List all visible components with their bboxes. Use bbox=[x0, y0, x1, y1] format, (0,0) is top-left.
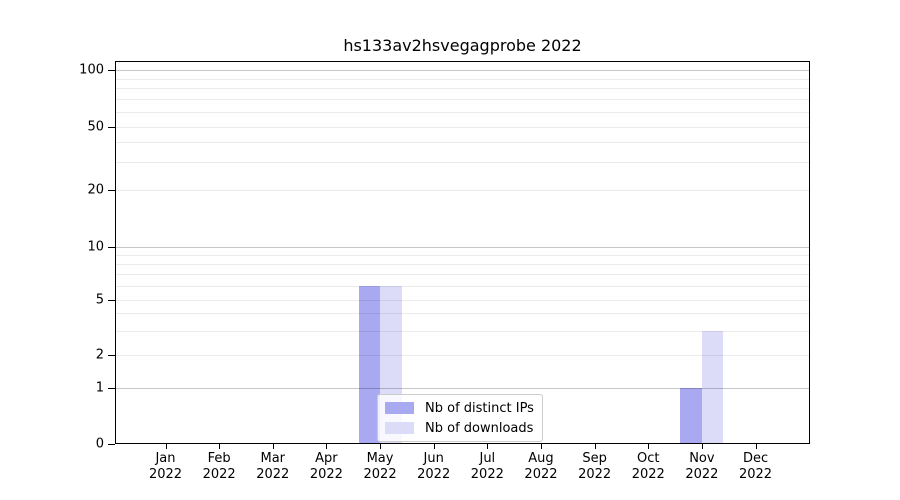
gridline-2 bbox=[116, 355, 809, 356]
y-tick-mark-10 bbox=[108, 247, 115, 248]
x-tick-mark-mar-2022 bbox=[272, 444, 274, 449]
gridline-70 bbox=[116, 99, 809, 101]
y-tick-label-100: 100 bbox=[79, 62, 104, 78]
x-tick-label-jan-2022: Jan 2022 bbox=[148, 451, 183, 482]
y-tick-mark-2 bbox=[108, 355, 115, 356]
chart-title: hs133av2hsvegagprobe 2022 bbox=[343, 36, 582, 55]
bar-distinct-ips-nov-2022 bbox=[680, 388, 702, 443]
x-tick-label-feb-2022: Feb 2022 bbox=[202, 451, 236, 482]
x-tick-label-nov-2022: Nov 2022 bbox=[685, 451, 719, 482]
y-tick-mark-100 bbox=[108, 70, 115, 71]
x-tick-label-mar-2022: Mar 2022 bbox=[256, 451, 290, 482]
x-tick-mark-apr-2022 bbox=[326, 444, 328, 449]
gridline-60 bbox=[116, 112, 809, 113]
x-tick-mark-dec-2022 bbox=[755, 444, 757, 449]
x-tick-label-dec-2022: Dec 2022 bbox=[738, 451, 773, 482]
plot-area bbox=[115, 61, 810, 444]
x-tick-label-aug-2022: Aug 2022 bbox=[524, 451, 558, 482]
x-tick-label-oct-2022: Oct 2022 bbox=[631, 451, 665, 482]
x-tick-mark-sep-2022 bbox=[594, 444, 596, 449]
x-tick-label-jul-2022: Jul 2022 bbox=[470, 451, 504, 482]
gridline-100 bbox=[116, 70, 809, 71]
gridline-90 bbox=[116, 78, 809, 80]
gridline-7 bbox=[116, 274, 809, 276]
gridline-10 bbox=[116, 247, 809, 248]
y-tick-mark-5 bbox=[108, 300, 115, 301]
x-tick-mark-oct-2022 bbox=[648, 444, 650, 449]
y-tick-mark-20 bbox=[108, 190, 115, 191]
legend-label-distinct-ips: Nb of distinct IPs bbox=[425, 400, 534, 416]
x-tick-label-sep-2022: Sep 2022 bbox=[578, 451, 612, 482]
y-tick-label-0: 0 bbox=[95, 436, 104, 451]
y-tick-label-20: 20 bbox=[87, 182, 104, 198]
x-tick-label-may-2022: May 2022 bbox=[363, 451, 397, 482]
x-tick-mark-jul-2022 bbox=[487, 444, 489, 449]
gridline-8 bbox=[116, 264, 809, 266]
y-tick-label-10: 10 bbox=[87, 239, 104, 255]
y-tick-mark-50 bbox=[108, 127, 115, 128]
y-tick-label-5: 5 bbox=[95, 292, 104, 308]
bar-downloads-nov-2022 bbox=[701, 330, 724, 443]
x-tick-mark-jan-2022 bbox=[165, 444, 167, 449]
x-tick-mark-aug-2022 bbox=[540, 444, 542, 449]
gridline-40 bbox=[116, 142, 809, 144]
x-tick-label-jun-2022: Jun 2022 bbox=[417, 451, 451, 482]
legend: Nb of distinct IPs Nb of downloads bbox=[377, 394, 543, 442]
legend-label-downloads: Nb of downloads bbox=[425, 420, 534, 436]
x-tick-mark-may-2022 bbox=[380, 444, 382, 449]
legend-swatch-distinct-ips bbox=[385, 402, 414, 414]
y-tick-mark-1 bbox=[108, 388, 115, 389]
gridline-6 bbox=[116, 286, 809, 288]
y-tick-label-50: 50 bbox=[87, 119, 104, 135]
x-tick-mark-jun-2022 bbox=[433, 444, 435, 449]
y-tick-mark-0 bbox=[108, 443, 115, 445]
gridline-20 bbox=[116, 190, 809, 191]
bar-distinct-ips-may-2022 bbox=[358, 286, 381, 443]
gridline-3 bbox=[116, 330, 809, 332]
gridline-9 bbox=[116, 255, 809, 257]
gridline-50 bbox=[116, 127, 809, 128]
gridline-4 bbox=[116, 313, 809, 315]
legend-swatch-downloads bbox=[385, 422, 414, 434]
x-tick-mark-feb-2022 bbox=[219, 444, 221, 449]
legend-item-distinct-ips: Nb of distinct IPs bbox=[385, 400, 534, 416]
gridline-80 bbox=[116, 88, 809, 90]
y-tick-label-2: 2 bbox=[95, 347, 104, 363]
gridline-30 bbox=[116, 162, 809, 164]
gridline-1 bbox=[116, 388, 809, 389]
legend-item-downloads: Nb of downloads bbox=[385, 420, 534, 436]
gridline-5 bbox=[116, 300, 809, 301]
x-tick-mark-nov-2022 bbox=[701, 444, 703, 449]
y-tick-label-1: 1 bbox=[95, 380, 104, 396]
x-tick-label-apr-2022: Apr 2022 bbox=[309, 451, 343, 482]
